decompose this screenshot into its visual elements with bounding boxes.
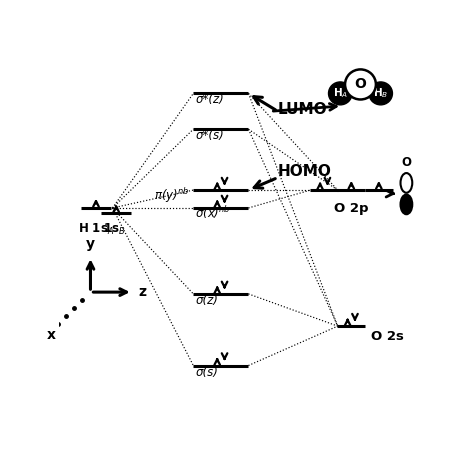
Text: y: y: [86, 237, 95, 251]
Text: z: z: [138, 285, 146, 299]
Text: LUMO: LUMO: [278, 102, 328, 117]
Text: HOMO: HOMO: [278, 165, 332, 179]
Text: σ*(s): σ*(s): [195, 129, 224, 142]
Text: O 2p: O 2p: [334, 201, 369, 214]
Text: σ(x)$^{nb}$: σ(x)$^{nb}$: [195, 204, 231, 221]
Circle shape: [328, 82, 352, 105]
Text: 1s$_B$: 1s$_B$: [103, 222, 126, 237]
Text: x: x: [47, 328, 56, 342]
Text: π(y)$^{nb}$: π(y)$^{nb}$: [154, 186, 190, 205]
Circle shape: [345, 69, 376, 100]
Text: H$_B$: H$_B$: [373, 86, 388, 100]
Ellipse shape: [401, 194, 412, 214]
Text: σ*(z): σ*(z): [195, 93, 224, 106]
Text: O: O: [401, 157, 411, 169]
Circle shape: [369, 82, 392, 105]
Text: H 1s$_A$: H 1s$_A$: [78, 222, 114, 237]
Text: O: O: [355, 78, 366, 92]
Ellipse shape: [401, 173, 412, 193]
Text: O 2s: O 2s: [371, 331, 404, 344]
Text: σ(z): σ(z): [195, 294, 218, 307]
Text: H$_A$: H$_A$: [333, 86, 348, 100]
Text: σ(s): σ(s): [195, 365, 218, 379]
